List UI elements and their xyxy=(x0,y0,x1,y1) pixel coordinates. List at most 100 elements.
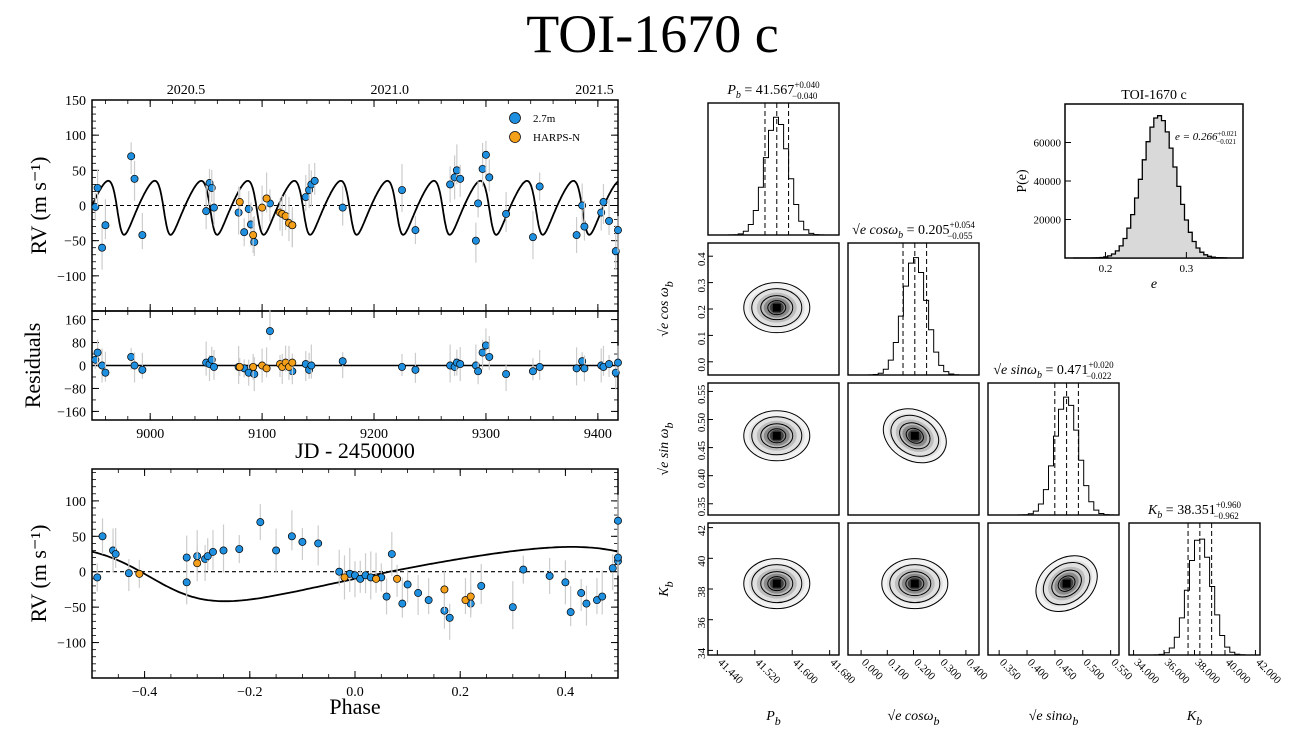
legend-marker xyxy=(509,131,521,143)
phase-point-2-7m xyxy=(235,535,244,564)
ecc-ylabel: P(e) xyxy=(1015,169,1030,193)
corner-xtick-label: 38.000 xyxy=(1192,657,1222,687)
residuals-ylabel: Residuals xyxy=(20,323,45,409)
corner-ytick-label: 0.35 xyxy=(696,497,708,517)
phase-point-2-7m-marker xyxy=(614,553,622,562)
residual-point-2-7m xyxy=(138,352,147,379)
corner-xtick-label: 41.680 xyxy=(828,657,858,687)
corner-xtick-label: 40.000 xyxy=(1223,657,1253,687)
rv-point-2-7m xyxy=(240,218,249,247)
corner-ytick-label: 40 xyxy=(696,555,708,567)
phase-ytick-label: −100 xyxy=(57,637,86,652)
corner-contour-line xyxy=(882,408,947,464)
corner-contour-line xyxy=(899,422,931,450)
residual-point-2-7m-marker xyxy=(485,352,494,361)
ecc-histogram xyxy=(1073,115,1228,259)
corner-xtick-label: 41.520 xyxy=(753,657,783,687)
phase-xtick-label: −0.4 xyxy=(132,685,157,700)
phase-point-2-7m-marker xyxy=(566,608,575,617)
corner-xtick-label: 0.100 xyxy=(885,657,911,683)
ecc-annotation-value: e = 0.266 xyxy=(1175,131,1218,143)
corner-hist-steps xyxy=(708,116,839,236)
corner-xtick-label: 0.450 xyxy=(1053,657,1079,683)
rv-point-2-7m xyxy=(605,198,613,235)
corner-title-sqrt_e_sin_w: √e sinωb = 0.471+0.020 −0.022 xyxy=(993,360,1114,381)
corner-title-value: = 0.471 xyxy=(1042,363,1088,378)
corner-ylabel-subscript: b xyxy=(662,581,676,587)
residuals-xtick-label: 9400 xyxy=(584,427,612,442)
residuals-ytick-label: −160 xyxy=(57,405,86,420)
rv-point-2-7m xyxy=(478,142,487,187)
corner-ylabel: √e cos ωb xyxy=(657,281,676,336)
corner-contour-line xyxy=(760,571,794,597)
corner-title-P_b: Pb = 41.567+0.040 −0.040 xyxy=(726,80,820,101)
phase-point-2-7m-marker xyxy=(398,599,407,608)
rv-point-2-7m xyxy=(456,164,465,197)
corner-contour-line xyxy=(760,295,794,321)
corner-hist-frame xyxy=(707,102,840,236)
phase-point-2-7m-marker xyxy=(287,532,296,541)
rv-point-2-7m xyxy=(599,183,608,224)
rv-point-2-7m xyxy=(101,199,110,240)
rv-point-2-7m xyxy=(210,185,218,226)
rv-point-2-7m xyxy=(481,140,490,177)
residual-point-2-7m xyxy=(614,345,622,372)
corner-hist-steps xyxy=(988,396,1119,516)
residual-point-harps-n xyxy=(262,347,271,378)
rv-point-2-7m-marker xyxy=(338,203,347,212)
phase-point-2-7m xyxy=(314,525,323,566)
phase-point-2-7m-marker xyxy=(608,564,617,573)
corner-contour-line xyxy=(751,416,803,456)
corner-title-minus: −0.040 xyxy=(792,91,818,101)
residual-point-2-7m-marker xyxy=(580,364,589,373)
phase-point-2-7m-marker xyxy=(545,572,554,580)
corner-xlabel-subscript: b xyxy=(933,714,939,728)
rv-ytick-label: 150 xyxy=(65,94,86,109)
phase-point-harps-n-marker xyxy=(193,559,202,568)
corner-xtick-label: 36.000 xyxy=(1162,657,1192,687)
residual-point-2-7m xyxy=(446,344,455,383)
phase-point-2-7m-marker xyxy=(424,596,433,605)
corner-xlabel-subscript: b xyxy=(1196,714,1202,728)
residual-point-2-7m-marker xyxy=(398,362,406,371)
corner-hist-steps xyxy=(848,257,979,376)
ecc-title: TOI-1670 c xyxy=(1121,88,1186,103)
corner-ylabel: Kb xyxy=(657,581,676,597)
residual-point-2-7m xyxy=(580,355,589,382)
rv-point-2-7m xyxy=(411,216,420,245)
corner-title-subscript: b xyxy=(898,230,903,241)
corner-contour-line xyxy=(890,414,940,457)
phase-point-2-7m xyxy=(182,535,191,572)
phase-point-2-7m xyxy=(508,581,517,630)
corner-title-label: K xyxy=(1147,503,1158,518)
corner-xlabel: Pb xyxy=(765,709,781,728)
rv-point-harps-n-marker xyxy=(249,231,258,239)
phase-point-harps-n xyxy=(193,545,202,582)
rv-ytick-label: −50 xyxy=(64,235,86,250)
corner-contour-frame xyxy=(707,382,840,516)
residual-point-2-7m-marker xyxy=(130,361,139,370)
residuals-xtick-label: 9000 xyxy=(136,427,164,442)
rv-point-2-7m-marker xyxy=(528,233,537,242)
rv-model-curve xyxy=(91,179,619,236)
residual-point-2-7m-marker xyxy=(456,360,465,369)
rv-point-2-7m-marker xyxy=(138,231,147,239)
corner-ytick-label: 0.2 xyxy=(696,305,708,319)
rv-point-2-7m xyxy=(202,185,211,230)
residual-point-2-7m xyxy=(101,351,110,382)
rv-top-date-label: 2020.5 xyxy=(167,83,206,98)
corner-title-plus: +0.020 xyxy=(1088,360,1114,370)
corner-title-value: = 38.351 xyxy=(1162,503,1215,518)
residual-point-harps-n xyxy=(235,357,244,376)
residual-point-2-7m-marker xyxy=(605,360,613,369)
corner-contour-line xyxy=(743,282,811,334)
rv-point-2-7m-marker xyxy=(130,174,139,183)
residual-point-2-7m xyxy=(338,352,347,379)
phase-ytick-label: 50 xyxy=(72,530,86,545)
corner-xtick-label: 0.200 xyxy=(911,657,937,683)
rv-point-2-7m-marker xyxy=(452,166,461,175)
corner-xtick-label: 0.300 xyxy=(938,657,964,683)
rv-point-2-7m-marker xyxy=(202,207,211,216)
phase-xtick-label: 0.2 xyxy=(451,685,469,700)
residual-point-2-7m-marker xyxy=(307,361,316,370)
